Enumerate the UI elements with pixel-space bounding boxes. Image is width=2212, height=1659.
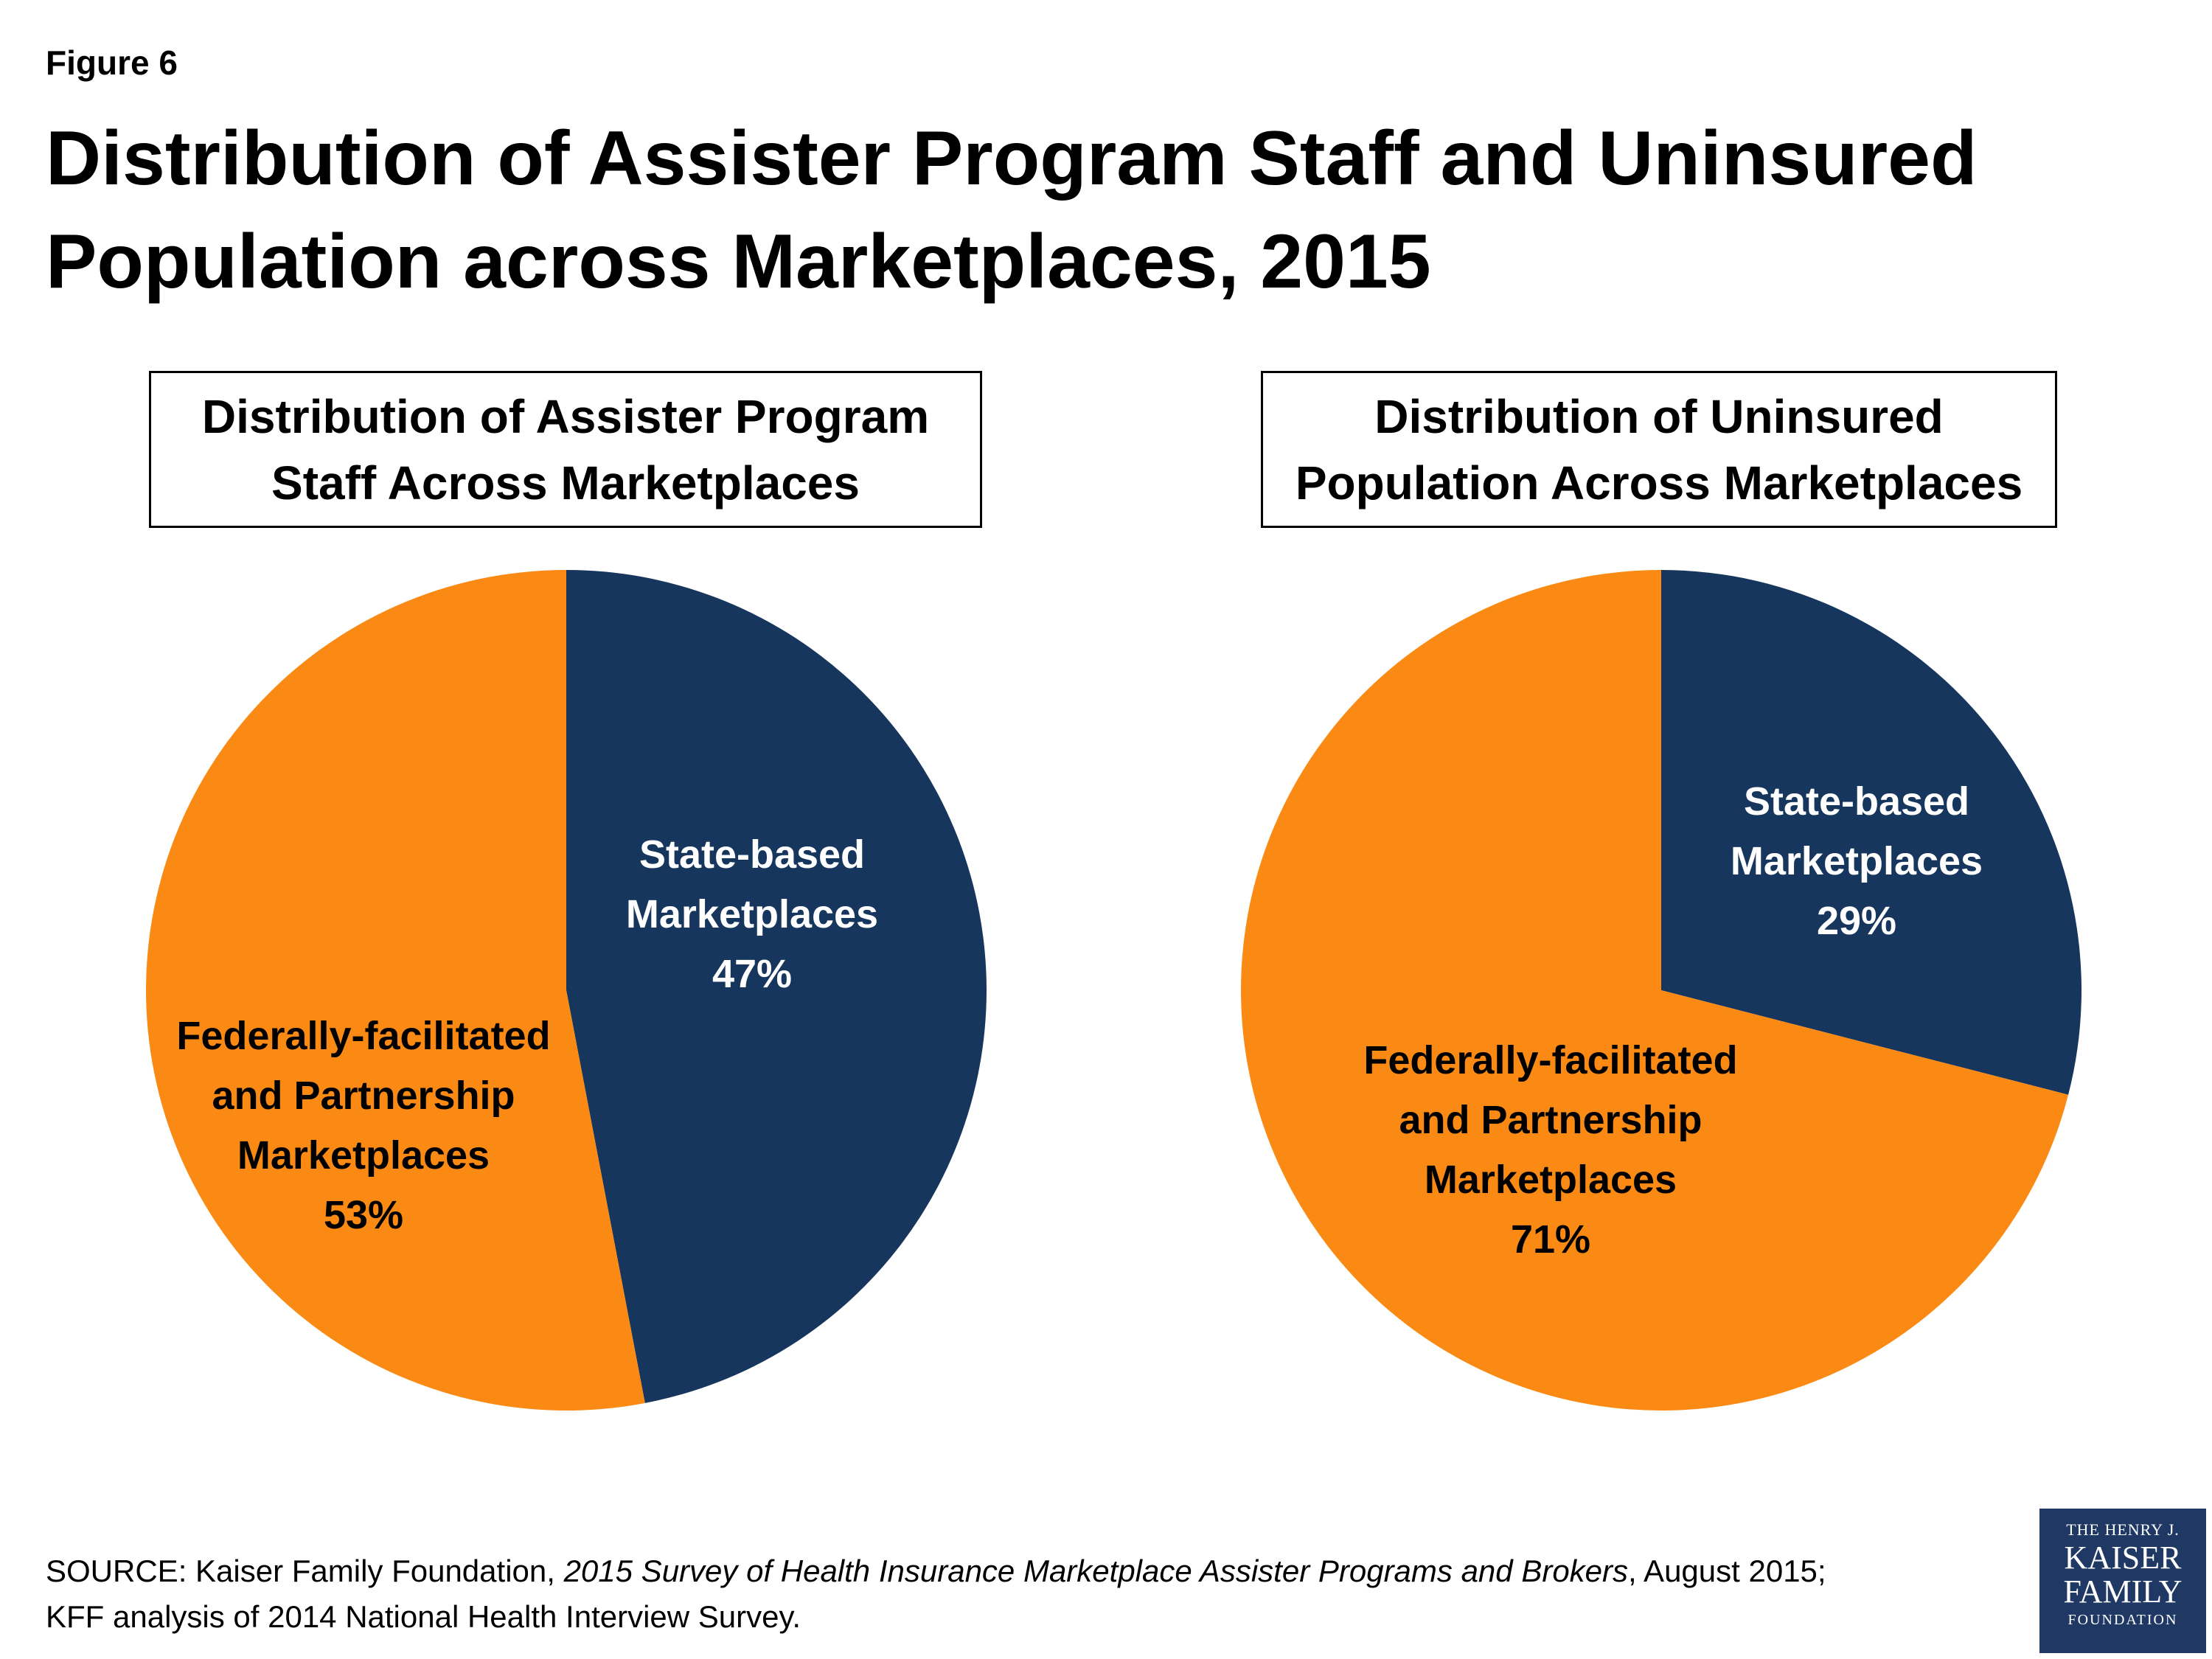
right-state-value: 29% [1817, 899, 1896, 943]
left-chart-title: Distribution of Assister Program Staff A… [201, 389, 930, 509]
left-federal-label-line2: and Partnership [212, 1074, 515, 1118]
right-federal-slice [1240, 570, 2069, 1411]
logo-line-2: KAISER [2064, 1540, 2182, 1576]
source-line-1: SOURCE: Kaiser Family Foundation, 2015 S… [46, 1548, 1963, 1594]
left-federal-label-line1: Federally-facilitated [176, 1014, 550, 1058]
figure-label: Figure 6 [46, 44, 178, 82]
source-suffix: , August 2015; [1628, 1554, 1826, 1588]
left-pie [145, 570, 987, 1411]
left-federal-label-line3: Marketplaces [237, 1133, 490, 1178]
left-state-based-slice [566, 570, 987, 1403]
source-line-2: KFF analysis of 2014 National Health Int… [46, 1599, 801, 1634]
right-state-label-line2: Marketplaces [1731, 839, 1983, 883]
source-note: SOURCE: Kaiser Family Foundation, 2015 S… [46, 1548, 1963, 1640]
left-chart-title-box: Distribution of Assister Program Staff A… [149, 371, 982, 528]
left-state-value: 47% [712, 952, 792, 996]
right-state-based-slice [1661, 570, 2081, 1095]
right-federal-label-line1: Federally-facilitated [1363, 1038, 1737, 1082]
right-federal-value: 71% [1511, 1217, 1590, 1262]
right-chart-title-box: Distribution of Uninsured Population Acr… [1261, 371, 2057, 528]
left-state-label-line2: Marketplaces [626, 892, 878, 936]
right-chart-title: Distribution of Uninsured Population Acr… [1295, 389, 2023, 509]
logo-line-1: THE HENRY J. [2066, 1520, 2180, 1539]
right-federal-label-line2: and Partnership [1399, 1098, 1702, 1142]
logo-line-3: FAMILY [2063, 1573, 2183, 1610]
right-federal-label-line3: Marketplaces [1425, 1158, 1677, 1202]
left-federal-value: 53% [324, 1193, 403, 1237]
right-state-label-line1: State-based [1744, 779, 1969, 824]
left-state-label-line1: State-based [639, 832, 865, 877]
right-pie [1240, 570, 2081, 1411]
source-prefix: SOURCE: Kaiser Family Foundation, [46, 1554, 564, 1588]
kff-logo: THE HENRY J. KAISER FAMILY FOUNDATION [2039, 1509, 2206, 1653]
left-federal-slice [145, 570, 645, 1411]
source-survey-title: 2015 Survey of Health Insurance Marketpl… [563, 1554, 1629, 1588]
figure-title: Distribution of Assister Program Staff a… [46, 116, 1978, 305]
logo-line-4: FOUNDATION [2067, 1612, 2178, 1628]
